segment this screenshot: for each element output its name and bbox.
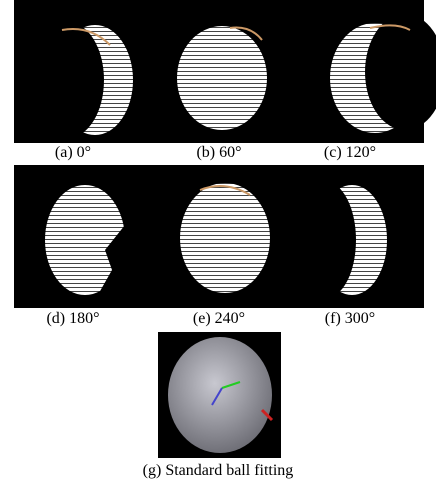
caption: (g) Standard ball fitting (143, 462, 294, 479)
panel-e (180, 183, 270, 293)
caption: (a) 0° (55, 144, 91, 161)
panel-f (296, 182, 387, 298)
panel-g (158, 332, 281, 458)
caption: (d) 180° (46, 310, 99, 327)
caption: (c) 120° (324, 144, 376, 161)
figure: (a) 0° (b) 60° (c) 120° (d) 180° (e) 240… (0, 0, 436, 488)
caption: (b) 60° (196, 144, 241, 161)
panel-a (32, 22, 133, 138)
caption: (e) 240° (193, 310, 245, 327)
caption: (f) 300° (325, 310, 375, 327)
